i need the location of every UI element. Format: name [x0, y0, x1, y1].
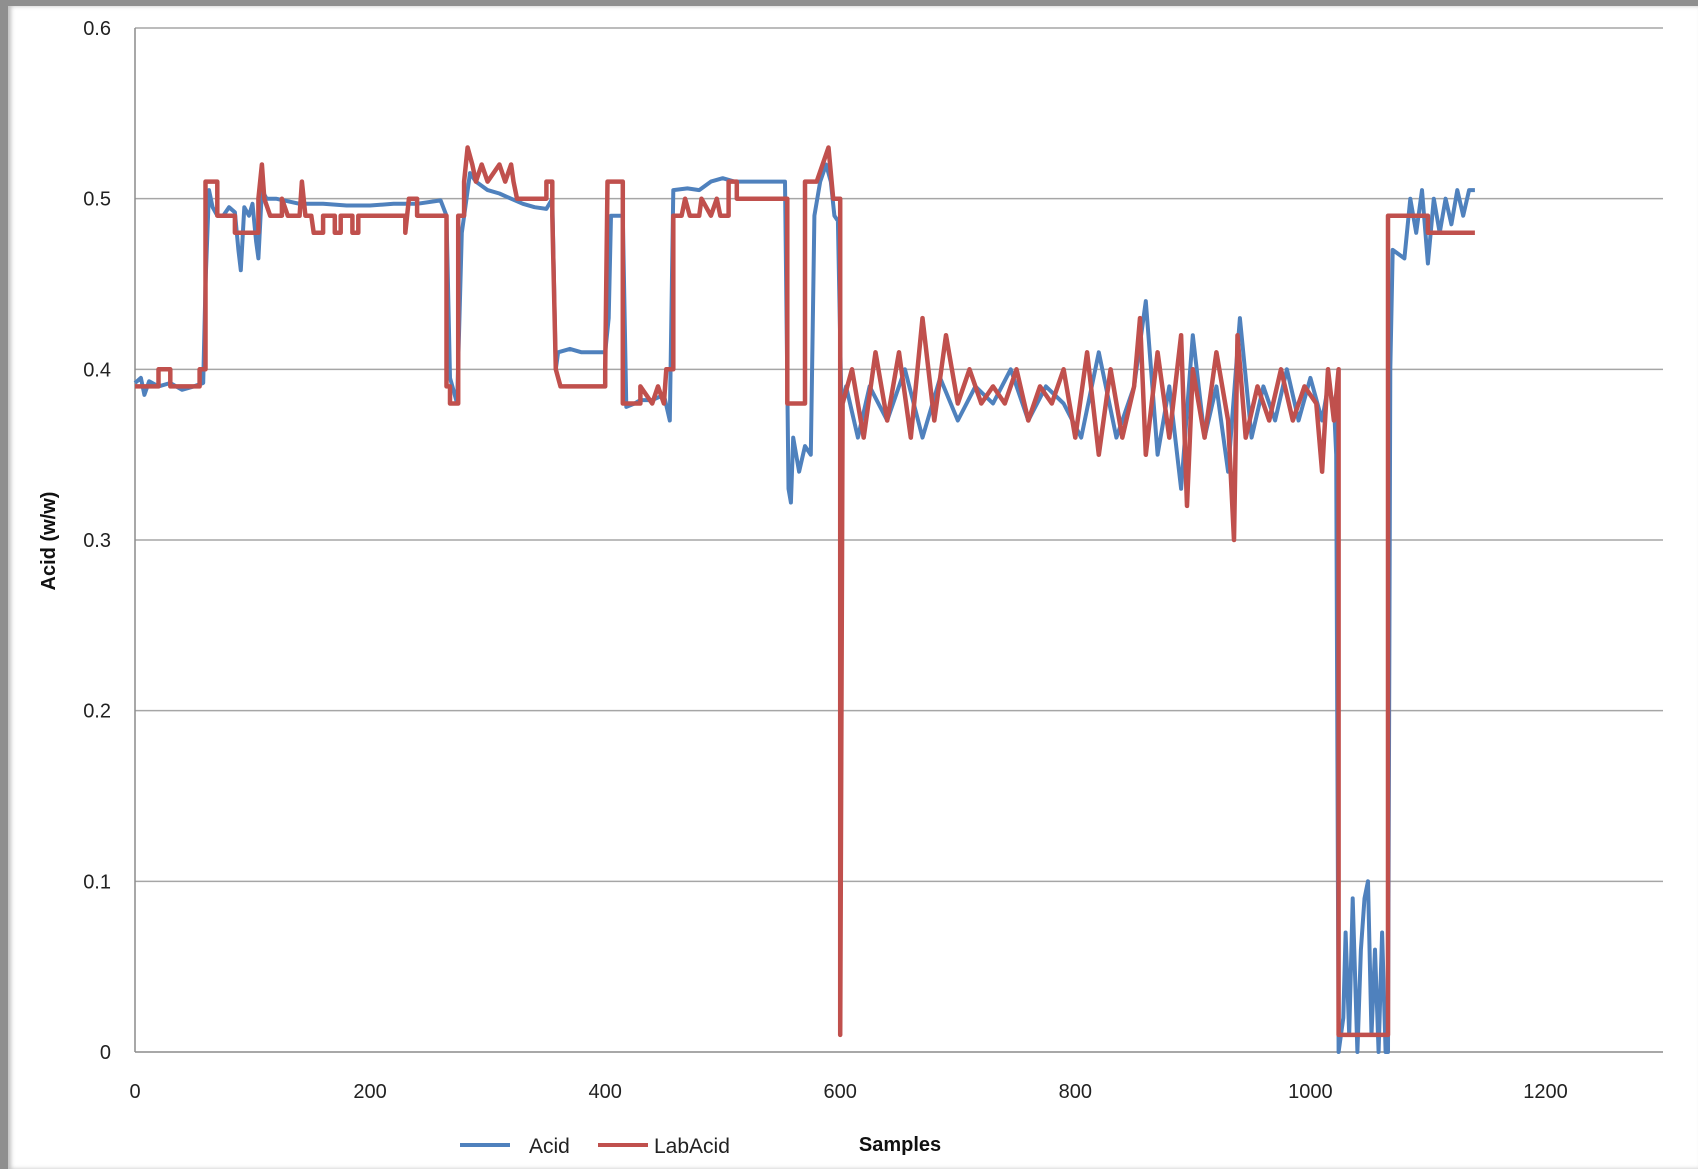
x-tick-label: 0	[129, 1081, 140, 1103]
legend-label-labacid: LabAcid	[654, 1135, 730, 1158]
y-tick-label: 0.2	[83, 701, 111, 723]
y-tick-label: 0.5	[83, 189, 111, 211]
x-tick-label: 800	[1059, 1081, 1092, 1103]
series-line-labacid	[135, 145, 1475, 1038]
y-tick-label: 0	[100, 1042, 111, 1064]
y-tick-labels: 0 0.1 0.2 0.3 0.4 0.5 0.6	[83, 18, 111, 1064]
x-tick-label: 1000	[1288, 1081, 1333, 1103]
legend: Acid LabAcid	[460, 1135, 730, 1158]
grid-lines	[134, 27, 1663, 1053]
x-tick-labels: 0 200 400 600 800 1000 1200	[129, 1081, 1567, 1103]
y-tick-label: 0.6	[83, 18, 111, 40]
x-tick-label: 200	[353, 1081, 386, 1103]
y-tick-label: 0.4	[83, 359, 111, 381]
x-tick-label: 400	[588, 1081, 621, 1103]
x-tick-label: 600	[824, 1081, 857, 1103]
y-axis-title: Acid (w/w)	[38, 492, 60, 591]
y-tick-label: 0.1	[83, 871, 111, 893]
y-tick-label: 0.3	[83, 530, 111, 552]
x-axis-title: Samples	[859, 1134, 941, 1156]
series-layer	[133, 145, 1475, 1054]
legend-label-acid: Acid	[529, 1135, 570, 1158]
x-tick-label: 1200	[1523, 1081, 1568, 1103]
